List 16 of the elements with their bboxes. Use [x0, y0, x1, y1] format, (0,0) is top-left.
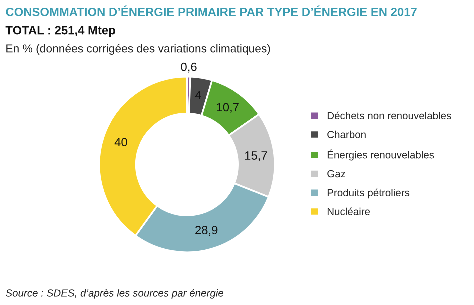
- chart-title: CONSOMMATION D’ÉNERGIE PRIMAIRE PAR TYPE D’ÉNERGIE EN 2017: [6, 6, 417, 16]
- chart-subtitle: TOTAL : 251,4 Mtep: [6, 26, 116, 38]
- source-note: Source : SDES, d’après les sources par énergie: [6, 289, 224, 299]
- data-label: 28,9: [196, 226, 218, 236]
- legend-label: Gaz: [328, 170, 346, 178]
- legend-label: Produits pétroliers: [328, 188, 410, 199]
- data-label: 15,7: [245, 152, 268, 162]
- data-label: 4: [195, 91, 202, 100]
- data-label: 0,6: [181, 62, 197, 73]
- data-label: 10,7: [217, 103, 239, 114]
- legend-label: Nucléaire: [328, 208, 370, 216]
- text: En % (données corrigées des variations climatiques): [6, 44, 270, 55]
- legend-label: Déchets non renouvelables: [328, 112, 452, 120]
- legend-label: Énergies renouvelables: [328, 150, 434, 161]
- legend-label: Charbon: [328, 130, 366, 138]
- data-label: 40: [114, 138, 128, 147]
